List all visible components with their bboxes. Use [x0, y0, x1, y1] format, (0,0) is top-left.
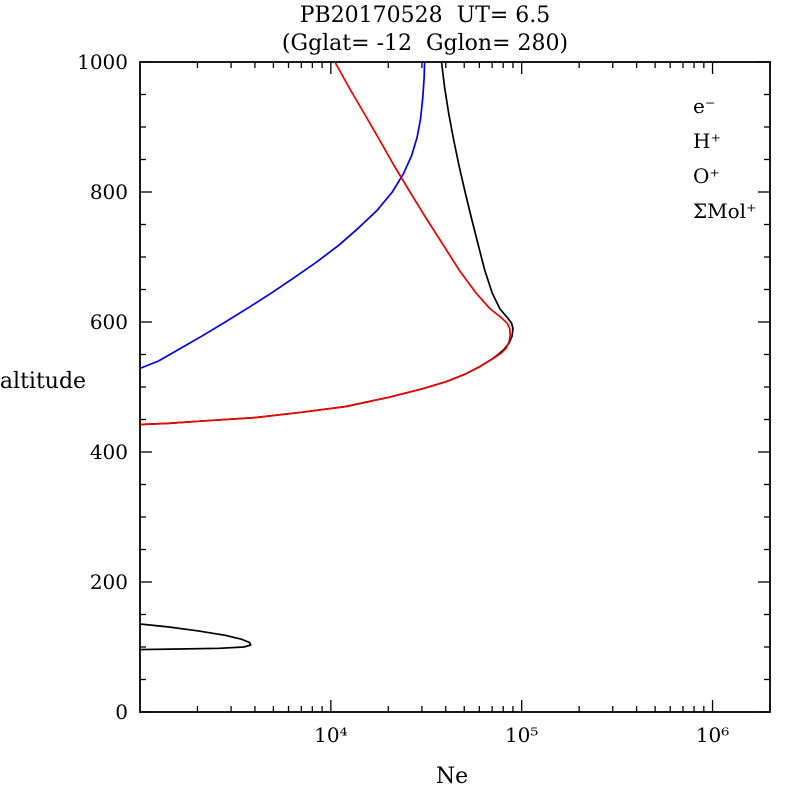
x-tick-label: 10⁶ [696, 723, 729, 747]
axis-tick-labels: 10⁴ 10⁵ 10⁶ 0 200 400 600 800 1000 [77, 50, 729, 747]
axis-ticks [140, 61, 771, 713]
legend-item-H+: H⁺ [693, 129, 721, 153]
y-tick-label: 400 [90, 440, 128, 464]
series-path-e- [140, 623, 252, 651]
series-path-e- [140, 62, 514, 426]
series-path-H+ [140, 62, 426, 370]
y-tick-label: 1000 [77, 50, 128, 74]
data-series [140, 62, 514, 651]
legend-item-O+: O⁺ [693, 164, 720, 188]
y-tick-label: 200 [90, 570, 128, 594]
y-tick-label: 0 [115, 700, 128, 724]
x-axis-label: Ne [436, 764, 468, 789]
plot-frame-border [139, 61, 771, 713]
legend-item-e-: e⁻ [693, 94, 715, 118]
y-axis-label: altitude [0, 369, 86, 394]
chart-title: PB20170528 UT= 6.5 [300, 3, 551, 28]
chart-subtitle: (Gglat= -12 Gglon= 280) [282, 31, 568, 56]
y-tick-label: 800 [90, 180, 128, 204]
x-tick-label: 10⁵ [505, 723, 538, 747]
y-tick-label: 600 [90, 310, 128, 334]
plot-frame [139, 61, 771, 713]
series-path-O+ [140, 62, 512, 426]
x-tick-label: 10⁴ [314, 723, 347, 747]
chart-legend: e⁻ H⁺ O⁺ ΣMol⁺ [693, 94, 757, 223]
legend-item-Mol+: ΣMol⁺ [693, 199, 757, 223]
